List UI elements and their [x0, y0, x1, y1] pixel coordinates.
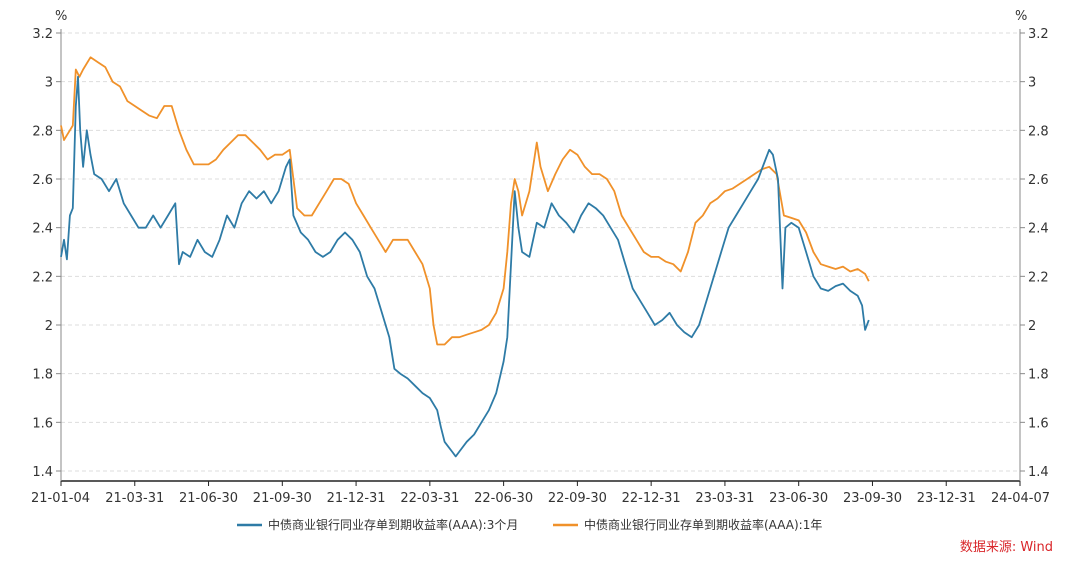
y-tick-label-left: 3 [45, 76, 53, 91]
y-tick-label-right: 2.6 [1028, 173, 1049, 188]
y-tick-label-left: 3.2 [32, 27, 53, 42]
y-tick-label-left: 2.8 [32, 124, 53, 139]
series-line-3m [60, 75, 870, 458]
y-ticks-right: 3.2 3 2.8 2.6 2.4 2.2 2 1.8 1.6 1.4 [1020, 27, 1049, 480]
x-tick-label: 24-04-07 [991, 491, 1050, 506]
y-tick-label-left: 2.2 [32, 270, 53, 285]
x-tick-label: 21-03-31 [105, 491, 164, 506]
x-tick-label: 21-01-04 [31, 491, 90, 506]
grid-lines [61, 32, 1020, 472]
y-ticks-left: 3.2 3 2.8 2.6 2.4 2.2 2 1.8 1.6 1.4 [32, 27, 61, 480]
series-lines [60, 56, 870, 458]
y-unit-right: % [1015, 9, 1027, 24]
y-tick-label-right: 2.4 [1028, 222, 1049, 237]
y-unit-left: % [55, 9, 67, 24]
y-tick-label-right: 2.8 [1028, 124, 1049, 139]
x-tick-label: 22-06-30 [474, 491, 533, 506]
y-tick-label-left: 2.6 [32, 173, 53, 188]
x-tick-label: 21-12-31 [327, 491, 386, 506]
x-tick-label: 23-06-30 [769, 491, 828, 506]
y-tick-label-left: 1.4 [32, 465, 53, 480]
y-tick-label-right: 2 [1028, 319, 1036, 334]
y-tick-label-right: 3 [1028, 76, 1036, 91]
x-tick-label: 23-03-31 [695, 491, 754, 506]
y-tick-label-left: 1.6 [32, 416, 53, 431]
x-tick-label: 23-09-30 [843, 491, 902, 506]
y-tick-label-right: 2.2 [1028, 270, 1049, 285]
data-source-label: 数据来源: Wind [960, 540, 1053, 555]
legend-label-1y: 中债商业银行同业存单到期收益率(AAA):1年 [584, 517, 822, 532]
x-tick-label: 23-12-31 [917, 491, 976, 506]
y-tick-label-left: 2 [45, 319, 53, 334]
y-tick-label-right: 3.2 [1028, 27, 1049, 42]
legend-label-3m: 中债商业银行同业存单到期收益率(AAA):3个月 [268, 517, 518, 532]
y-tick-label-right: 1.6 [1028, 416, 1049, 431]
x-tick-label: 21-06-30 [179, 491, 238, 506]
x-ticks: 21-01-04 21-03-31 21-06-30 21-09-30 21-12-31… [31, 481, 1050, 506]
y-tick-label-right: 1.4 [1028, 465, 1049, 480]
x-tick-label: 21-09-30 [253, 491, 312, 506]
series-line-1y [60, 56, 870, 346]
axes [60, 29, 1021, 482]
x-tick-label: 22-03-31 [400, 491, 459, 506]
y-tick-label-right: 1.8 [1028, 368, 1049, 383]
x-tick-label: 22-09-30 [548, 491, 607, 506]
legend: 中债商业银行同业存单到期收益率(AAA):3个月 中债商业银行同业存单到期收益率… [237, 517, 822, 532]
x-tick-label: 22-12-31 [622, 491, 681, 506]
y-tick-label-left: 1.8 [32, 368, 53, 383]
y-tick-label-left: 2.4 [32, 222, 53, 237]
